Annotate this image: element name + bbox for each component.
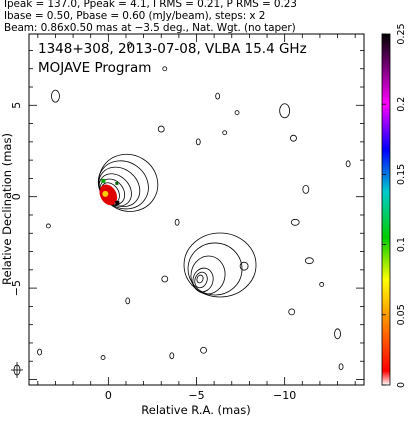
secondary-contour bbox=[196, 274, 204, 284]
noise-contour bbox=[334, 328, 341, 340]
noise-contour bbox=[319, 282, 325, 287]
noise-contour bbox=[288, 308, 296, 316]
y-tick-label: 5 bbox=[10, 102, 23, 109]
secondary-contour bbox=[194, 271, 208, 289]
noise-contour bbox=[169, 352, 175, 360]
noise-contour bbox=[302, 184, 310, 194]
colorbar-tick-label: 0 bbox=[396, 382, 407, 388]
noise-contour bbox=[304, 257, 314, 265]
core-highlight bbox=[102, 190, 109, 197]
contour-lines bbox=[37, 41, 351, 371]
y-tick-label: −5 bbox=[10, 280, 23, 296]
x-tick-label: −5 bbox=[188, 389, 204, 402]
core-contour bbox=[98, 153, 159, 212]
noise-contour bbox=[100, 355, 106, 360]
polarization-pixel bbox=[101, 178, 106, 183]
noise-contour bbox=[37, 348, 42, 356]
noise-contour bbox=[290, 218, 300, 226]
core-intensity bbox=[99, 184, 118, 206]
colorbar-tick-label: 0.25 bbox=[396, 23, 407, 44]
program-label: MOJAVE Program bbox=[38, 60, 152, 76]
noise-contour bbox=[215, 92, 221, 100]
noise-contour bbox=[157, 125, 165, 133]
x-tick-label: −10 bbox=[273, 389, 296, 402]
noise-contour bbox=[51, 89, 60, 103]
plot-frame bbox=[28, 33, 365, 386]
colorbar-tick-label: 0.2 bbox=[396, 97, 407, 112]
noise-contour bbox=[195, 138, 201, 146]
header-line-3: Beam: 0.86x0.50 mas at −3.5 deg., Nat. W… bbox=[4, 22, 296, 34]
noise-contour bbox=[174, 218, 180, 226]
colorbar-tick-label: 0.15 bbox=[396, 164, 407, 185]
y-axis-label: Relative Declination (mas) bbox=[0, 133, 14, 285]
secondary-contour bbox=[187, 242, 243, 296]
noise-contour bbox=[290, 134, 297, 142]
colorbar bbox=[381, 33, 391, 386]
y-tick-label: 0 bbox=[10, 193, 23, 200]
colorbar-tick-label: 0.05 bbox=[396, 304, 407, 325]
noise-contour bbox=[239, 261, 249, 271]
header-line-2: Ibase = 0.50, Pbase = 0.60 (mJy/beam), s… bbox=[4, 10, 266, 22]
polarization-pixel bbox=[115, 181, 119, 185]
axis-ticks bbox=[29, 34, 364, 385]
x-tick-label: 0 bbox=[105, 389, 112, 402]
noise-contour bbox=[279, 103, 291, 119]
noise-contour bbox=[125, 297, 131, 305]
source-label: 1348+308, 2013-07-08, VLBA 15.4 GHz bbox=[38, 41, 307, 57]
axis-tick-labels: 0 −5 −10 5 0 −5 bbox=[10, 102, 296, 402]
noise-contour bbox=[345, 160, 351, 168]
beam-marker bbox=[11, 362, 23, 378]
header-line-1: Ipeak = 137.0, Ppeak = 4.1, I RMS = 0.21… bbox=[4, 0, 297, 10]
noise-contour bbox=[127, 41, 132, 49]
secondary-contour bbox=[183, 232, 257, 298]
noise-contour bbox=[162, 66, 168, 72]
noise-contour bbox=[45, 223, 51, 229]
colorbar-ticks: 0 0.05 0.1 0.15 0.2 0.25 bbox=[382, 23, 407, 388]
x-axis-label: Relative R.A. (mas) bbox=[141, 403, 250, 417]
colorbar-tick-label: 0.1 bbox=[396, 237, 407, 252]
noise-contour bbox=[234, 110, 240, 116]
noise-contour bbox=[200, 346, 207, 354]
core-color-fill bbox=[99, 178, 120, 206]
noise-contour bbox=[161, 275, 169, 283]
noise-contour bbox=[222, 130, 228, 136]
polarization-pixel bbox=[115, 200, 120, 205]
noise-contour bbox=[338, 363, 344, 371]
